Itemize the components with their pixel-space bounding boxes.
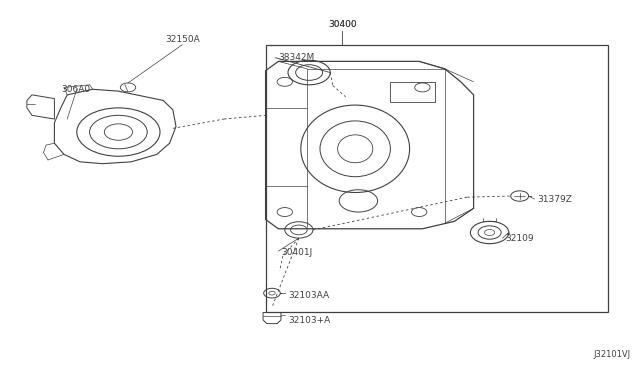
Text: 31379Z: 31379Z	[538, 195, 572, 203]
Bar	[390, 82, 435, 102]
Text: 32150A: 32150A	[165, 35, 200, 44]
Text: 32103+A: 32103+A	[288, 316, 330, 325]
Bar	[266, 45, 608, 312]
Text: 32103AA: 32103AA	[288, 291, 329, 300]
Text: 306A0: 306A0	[61, 85, 90, 94]
Text: 38342M: 38342M	[278, 53, 315, 62]
Text: 30400: 30400	[328, 20, 356, 29]
Text: 30400: 30400	[328, 20, 356, 29]
Text: J32101VJ: J32101VJ	[593, 350, 630, 359]
Text: 30401J: 30401J	[282, 248, 313, 257]
Text: 32109: 32109	[506, 234, 534, 243]
